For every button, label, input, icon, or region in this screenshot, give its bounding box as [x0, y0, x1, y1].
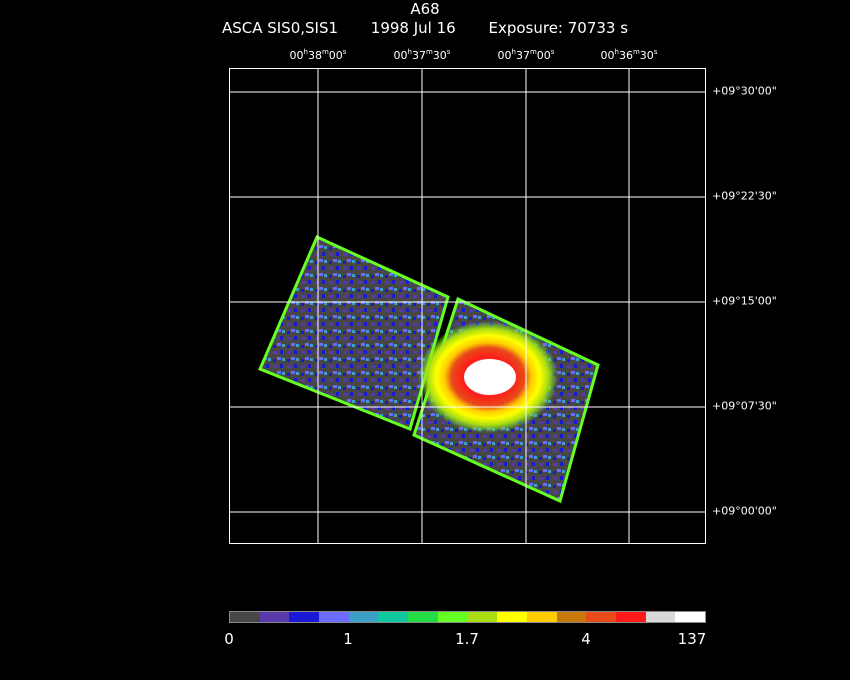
image-subtitle: ASCA SIS0,SIS1 1998 Jul 16 Exposure: 707…: [0, 19, 850, 37]
colorbar-swatch: [348, 612, 379, 622]
colorbar-swatch: [378, 612, 409, 622]
colorbar-label: 137: [677, 630, 707, 648]
ra-tick-label: 00h36m30s: [600, 48, 658, 62]
colorbar-swatch: [497, 612, 527, 622]
dec-tick-label: +09°00'00": [712, 504, 777, 518]
observation-date: 1998 Jul 16: [370, 19, 456, 37]
xray-image-panel: [229, 68, 706, 544]
colorbar-label: 1.7: [455, 630, 479, 648]
colorbar: [229, 611, 706, 623]
colorbar-label: 0: [224, 630, 234, 648]
colorbar-swatch: [230, 612, 260, 622]
colorbar-swatch: [289, 612, 320, 622]
ra-tick-label: 00h38m00s: [289, 48, 347, 62]
colorbar-swatch: [556, 612, 587, 622]
cluster-core: [464, 359, 516, 395]
colorbar-swatch: [259, 612, 290, 622]
dec-tick-label: +09°15'00": [712, 294, 777, 308]
colorbar-label: 1: [343, 630, 353, 648]
colorbar-swatch: [408, 612, 438, 622]
xray-image: [230, 69, 705, 543]
colorbar-label: 4: [581, 630, 591, 648]
colorbar-swatch: [645, 612, 676, 622]
ra-tick-label: 00h37m30s: [393, 48, 451, 62]
dec-tick-label: +09°30'00": [712, 84, 777, 98]
colorbar-swatch: [467, 612, 498, 622]
dec-tick-label: +09°07'30": [712, 399, 777, 413]
ra-tick-label: 00h37m00s: [497, 48, 555, 62]
image-title: A68: [410, 0, 440, 18]
colorbar-swatch: [437, 612, 468, 622]
dec-tick-label: +09°22'30": [712, 189, 777, 203]
colorbar-swatch: [319, 612, 349, 622]
colorbar-swatch: [615, 612, 646, 622]
left-ccd-chip: [258, 234, 450, 432]
instrument-label: ASCA SIS0,SIS1: [221, 19, 339, 37]
colorbar-swatch: [526, 612, 557, 622]
colorbar-swatch: [675, 612, 705, 622]
exposure-label: Exposure: 70733 s: [488, 19, 629, 37]
colorbar-swatch: [586, 612, 616, 622]
